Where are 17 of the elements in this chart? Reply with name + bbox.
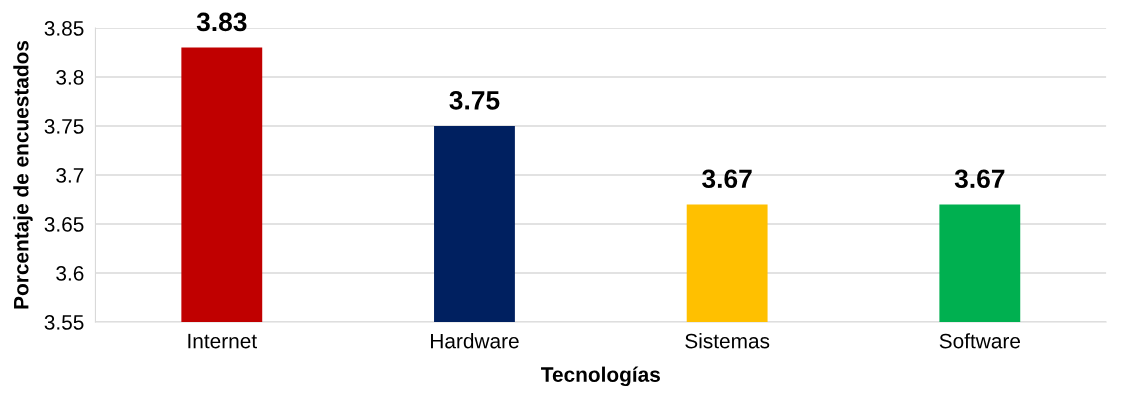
y-tick-label: 3.7: [56, 168, 84, 183]
x-tick-label: Sistemas: [685, 333, 770, 349]
data-label: 3.75: [449, 90, 500, 110]
y-tick-label: 3.6: [56, 266, 84, 281]
y-axis-title: Porcentaje de encuestados: [13, 40, 33, 309]
y-tick-label: 3.8: [56, 70, 84, 85]
x-tick-label: Software: [939, 333, 1020, 349]
y-tick-label: 3.85: [44, 21, 84, 36]
y-tick-label: 3.65: [44, 217, 84, 232]
data-label: 3.67: [954, 169, 1005, 189]
x-tick-label: Internet: [188, 333, 257, 349]
x-tick-label: Hardware: [431, 333, 519, 349]
y-tick-label: 3.55: [44, 315, 84, 330]
y-tick-label: 3.75: [44, 119, 84, 134]
data-label: 3.83: [196, 12, 247, 32]
data-label: 3.67: [702, 169, 752, 189]
x-axis-title: Tecnologías: [541, 366, 660, 387]
